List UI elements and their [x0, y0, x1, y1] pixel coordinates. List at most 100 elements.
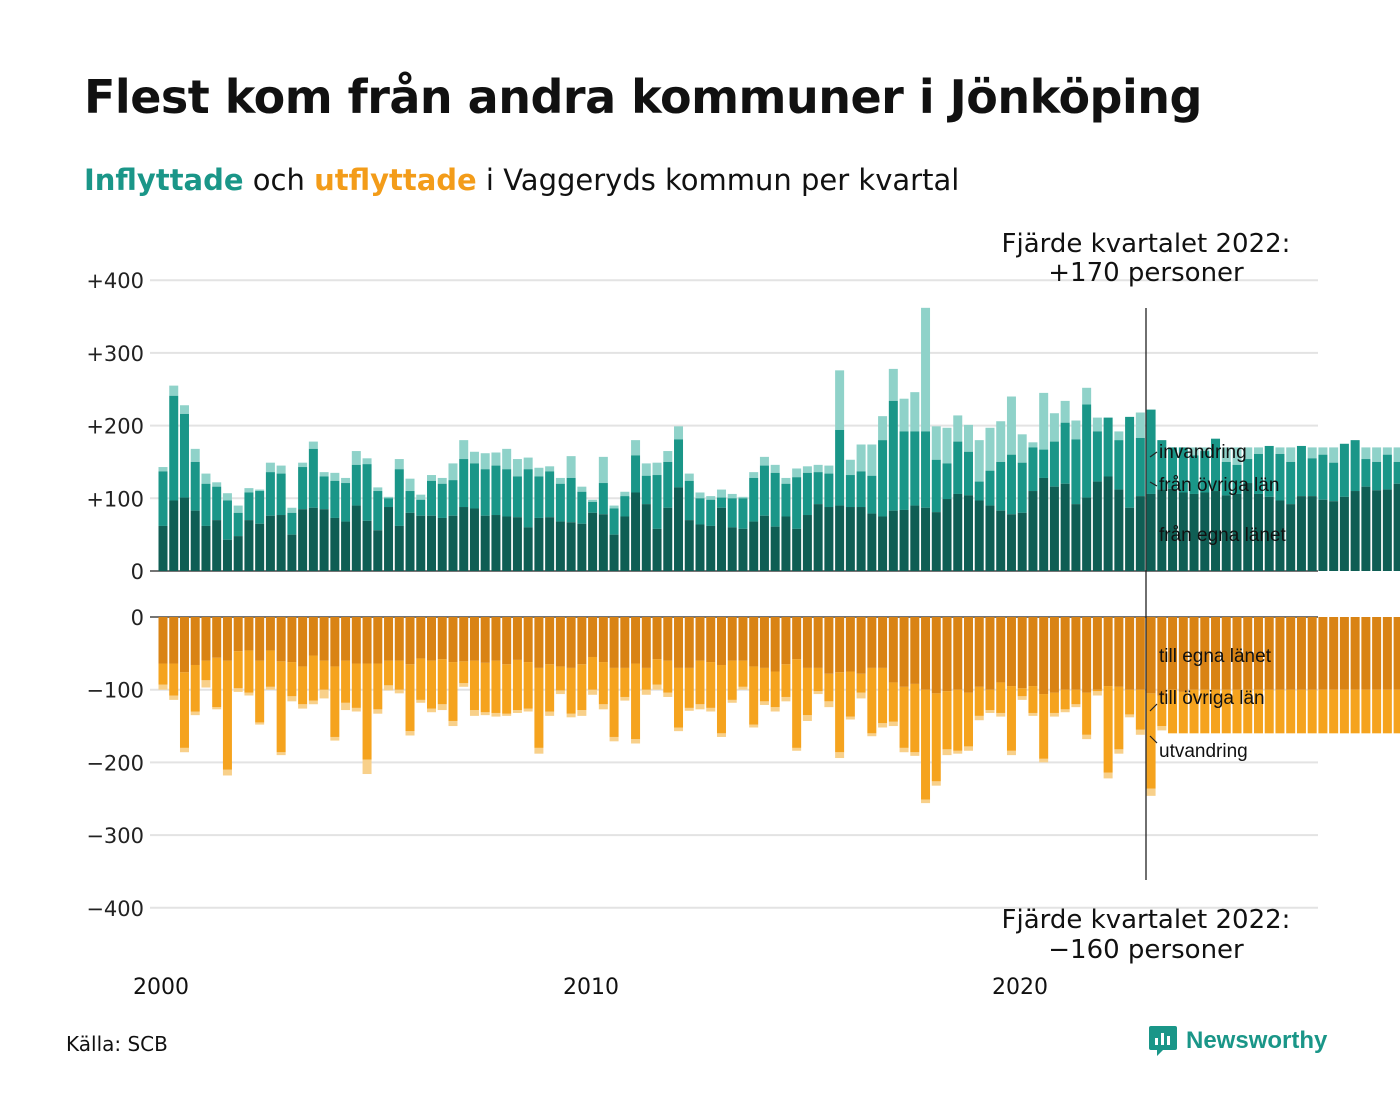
bar-out-emigration: [921, 799, 931, 804]
bar-in-own-county: [362, 520, 372, 571]
bar-out-own-county: [1082, 617, 1092, 693]
bar-in-own-county: [502, 516, 512, 571]
bar-in-other-county: [1060, 422, 1070, 484]
bar-in-own-county: [255, 523, 265, 571]
bar-out-other-county: [931, 693, 941, 782]
bar-out-other-county: [212, 657, 222, 708]
bar-out-other-county: [222, 660, 232, 770]
bar-out-own-county: [1253, 617, 1263, 690]
bar-in-immigration: [308, 441, 318, 449]
bar-in-own-county: [1382, 489, 1392, 571]
bar-out-emigration: [888, 721, 898, 727]
bar-in-other-county: [1307, 458, 1317, 497]
bar-in-other-county: [212, 486, 222, 521]
subtitle-outflow: utflyttade: [314, 163, 477, 197]
bar-in-immigration: [1393, 447, 1400, 462]
bar-out-emigration: [545, 711, 555, 716]
bar-out-own-county: [716, 617, 726, 665]
bar-in-other-county: [996, 461, 1006, 511]
bar-out-own-county: [1350, 617, 1360, 690]
bar-in-own-county: [341, 521, 351, 571]
bar-in-other-county: [351, 464, 361, 506]
bar-out-emigration: [459, 683, 469, 687]
bar-out-emigration: [706, 707, 716, 712]
bar-out-other-county: [1243, 689, 1253, 734]
bar-out-other-county: [1221, 689, 1231, 734]
bar-out-own-county: [201, 617, 211, 661]
bar-out-own-county: [953, 617, 963, 690]
bar-in-own-county: [459, 507, 469, 571]
bar-in-own-county: [641, 504, 651, 571]
bar-in-other-county: [427, 480, 436, 516]
bar-out-other-county: [878, 667, 888, 724]
bar-in-own-county: [1060, 483, 1070, 571]
bar-out-own-county: [212, 617, 222, 658]
bar-out-emigration: [427, 708, 436, 713]
bar-in-other-county: [985, 470, 995, 506]
bar-in-immigration: [459, 440, 469, 460]
bar-in-immigration: [1232, 447, 1242, 465]
bar-out-emigration: [1039, 758, 1049, 763]
bar-in-own-county: [910, 505, 920, 571]
y-tick-label-bottom: −100: [86, 679, 144, 703]
bar-in-immigration: [416, 494, 426, 500]
bar-out-own-county: [1039, 617, 1049, 695]
bar-in-own-county: [759, 515, 769, 571]
bar-out-other-county: [942, 691, 952, 750]
bar-in-immigration: [276, 465, 286, 474]
bar-in-other-county: [233, 512, 243, 537]
bar-in-own-county: [394, 525, 404, 571]
bar-out-own-county: [588, 617, 598, 657]
bar-in-other-county: [566, 477, 576, 523]
bar-out-other-county: [695, 660, 705, 705]
bar-out-other-county: [1211, 689, 1221, 734]
bar-in-immigration: [631, 440, 641, 456]
x-tick-label: 2010: [563, 975, 619, 1000]
bar-out-own-county: [770, 617, 780, 672]
bar-in-other-county: [1146, 409, 1156, 494]
bar-out-own-county: [566, 617, 576, 668]
bar-out-emigration: [566, 713, 576, 718]
x-tick-label: 2000: [133, 975, 189, 1000]
bar-out-other-county: [480, 662, 490, 713]
bar-out-other-county: [1178, 691, 1188, 734]
bar-out-own-county: [802, 617, 812, 668]
bar-out-own-county: [480, 617, 490, 663]
bar-out-emigration: [835, 752, 845, 759]
bar-in-immigration: [1372, 447, 1382, 462]
bar-out-own-county: [663, 617, 673, 661]
bar-in-own-county: [287, 534, 297, 571]
subtitle-inflow: Inflyttade: [84, 163, 244, 197]
bar-in-own-county: [1157, 489, 1167, 571]
bar-in-immigration: [1221, 447, 1231, 462]
bar-out-own-county: [298, 617, 308, 667]
bar-out-emigration: [878, 723, 888, 728]
bar-in-own-county: [867, 513, 877, 571]
bar-out-own-county: [738, 617, 748, 661]
bar-out-emigration: [674, 727, 684, 732]
bar-out-own-county: [652, 617, 662, 660]
bar-in-immigration: [158, 467, 168, 472]
bar-out-other-county: [405, 664, 415, 732]
bar-out-other-county: [609, 667, 619, 737]
bar-out-own-county: [534, 617, 544, 668]
bar-in-immigration: [867, 444, 877, 476]
bar-out-other-county: [1092, 689, 1102, 692]
bar-out-own-county: [598, 617, 608, 663]
bar-out-own-county: [1232, 617, 1242, 690]
bar-in-own-county: [179, 497, 189, 571]
bar-out-own-county: [1028, 617, 1038, 687]
bar-out-own-county: [158, 617, 168, 664]
bar-in-own-county: [1221, 495, 1231, 571]
bar-out-own-county: [1189, 617, 1199, 690]
bar-out-emigration: [964, 746, 973, 751]
bar-in-immigration: [222, 493, 232, 501]
bar-out-own-county: [265, 617, 275, 651]
bar-out-emigration: [351, 707, 361, 712]
bar-out-own-county: [1103, 617, 1113, 687]
bar-out-other-county: [716, 664, 726, 734]
bar-in-immigration: [1071, 420, 1081, 440]
bar-in-other-county: [759, 465, 769, 516]
bar-out-emigration: [341, 702, 351, 711]
bar-in-own-county: [566, 522, 576, 571]
